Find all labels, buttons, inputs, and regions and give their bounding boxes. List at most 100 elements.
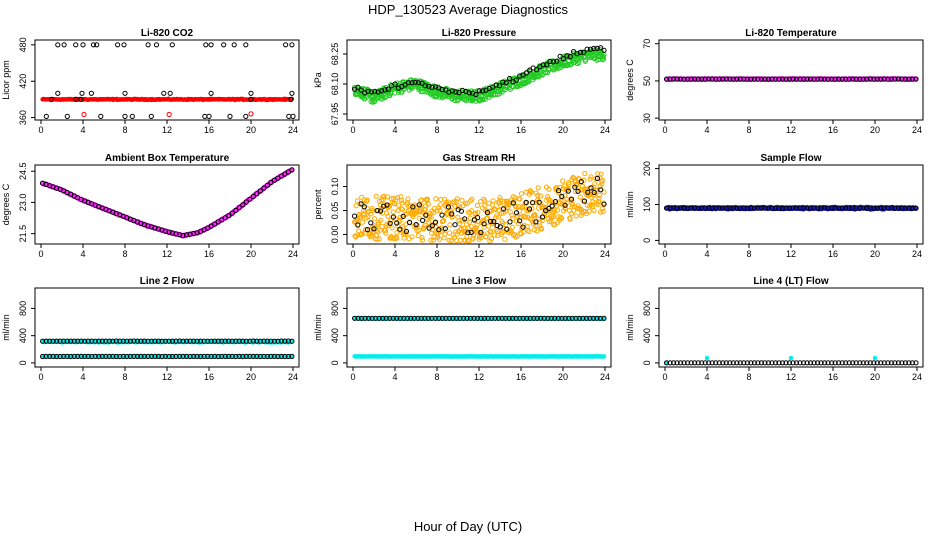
data-point: [598, 45, 604, 51]
data-point: [832, 205, 838, 211]
data-point: [180, 338, 186, 344]
data-point: [43, 113, 49, 120]
data-point: [426, 219, 432, 225]
data-point: [138, 353, 144, 359]
data-point: [452, 203, 458, 210]
x-tick-label: 8: [122, 249, 127, 259]
data-point: [416, 215, 422, 221]
data-point: [709, 360, 715, 366]
data-point: [208, 90, 214, 96]
data-point: [404, 315, 410, 321]
series-avg: [40, 96, 295, 103]
data-point: [231, 42, 237, 48]
data-point: [578, 179, 584, 185]
data-point: [560, 56, 567, 62]
data-point: [54, 338, 60, 344]
data-point: [173, 338, 179, 344]
data-point: [688, 76, 694, 82]
data-point: [509, 224, 516, 230]
data-point: [498, 210, 505, 216]
data-point: [503, 315, 509, 321]
data-point: [808, 360, 814, 366]
data-point: [881, 76, 887, 82]
data-point: [264, 182, 270, 188]
data-point: [532, 212, 538, 219]
data-point: [713, 360, 719, 366]
data-point: [469, 98, 475, 104]
data-point: [839, 205, 845, 211]
data-point: [493, 82, 499, 88]
data-point: [403, 228, 409, 234]
data-point: [591, 207, 597, 213]
data-point: [43, 338, 49, 344]
x-tick-label: 4: [704, 372, 709, 382]
data-point: [600, 57, 606, 63]
data-point: [254, 191, 260, 197]
data-point: [117, 353, 123, 360]
data-point: [155, 353, 162, 359]
x-tick-label: 20: [246, 125, 256, 135]
data-point: [790, 205, 796, 211]
data-point: [748, 360, 754, 366]
data-point: [478, 315, 484, 321]
x-tick-label: 20: [558, 125, 568, 135]
data-point: [275, 353, 281, 360]
data-point: [362, 230, 368, 236]
data-point: [115, 42, 121, 48]
data-point: [397, 226, 403, 232]
data-point: [598, 171, 604, 177]
panel-title: Li-820 Pressure: [442, 28, 517, 39]
data-point: [261, 338, 267, 344]
data-point: [124, 353, 130, 360]
data-point: [709, 76, 715, 82]
data-point: [413, 222, 419, 228]
data-point: [127, 338, 133, 344]
data-point: [198, 338, 204, 344]
data-point: [899, 360, 905, 366]
data-point: [418, 315, 424, 321]
data-point: [741, 360, 747, 366]
x-tick-label: 12: [162, 125, 172, 135]
data-point: [467, 315, 474, 321]
data-point: [902, 205, 909, 211]
data-point: [187, 353, 193, 360]
data-point: [285, 338, 291, 344]
data-point: [664, 205, 670, 211]
y-tick-label: 360: [18, 110, 28, 125]
data-point: [419, 80, 425, 86]
data-point: [860, 205, 866, 211]
data-point: [699, 205, 705, 211]
data-point: [517, 230, 523, 236]
data-point: [818, 205, 824, 211]
data-point: [688, 205, 694, 211]
data-point: [772, 205, 779, 211]
data-point: [744, 76, 751, 82]
data-point: [50, 353, 56, 359]
data-point: [103, 338, 109, 344]
data-point: [443, 315, 449, 321]
data-point: [289, 90, 295, 96]
data-point: [769, 205, 775, 211]
data-point: [369, 208, 376, 214]
data-point: [678, 360, 684, 366]
x-tick-label: 4: [392, 125, 397, 135]
data-point: [191, 230, 197, 237]
data-point: [47, 353, 53, 359]
data-point: [573, 213, 579, 219]
x-tick-label: 0: [662, 125, 667, 135]
data-point: [73, 96, 79, 103]
data-point: [590, 315, 597, 321]
data-point: [222, 353, 228, 359]
data-point: [506, 315, 512, 321]
y-axis-label: degrees C: [1, 183, 11, 225]
y-tick-label: 23.0: [18, 194, 28, 212]
data-point: [369, 315, 375, 321]
data-point: [545, 194, 551, 200]
data-point: [801, 360, 807, 366]
data-point: [257, 188, 263, 194]
data-point: [534, 228, 540, 234]
data-point: [578, 212, 584, 218]
data-point: [127, 353, 133, 359]
data-point: [667, 205, 673, 211]
y-tick-label: 0.05: [330, 202, 340, 220]
